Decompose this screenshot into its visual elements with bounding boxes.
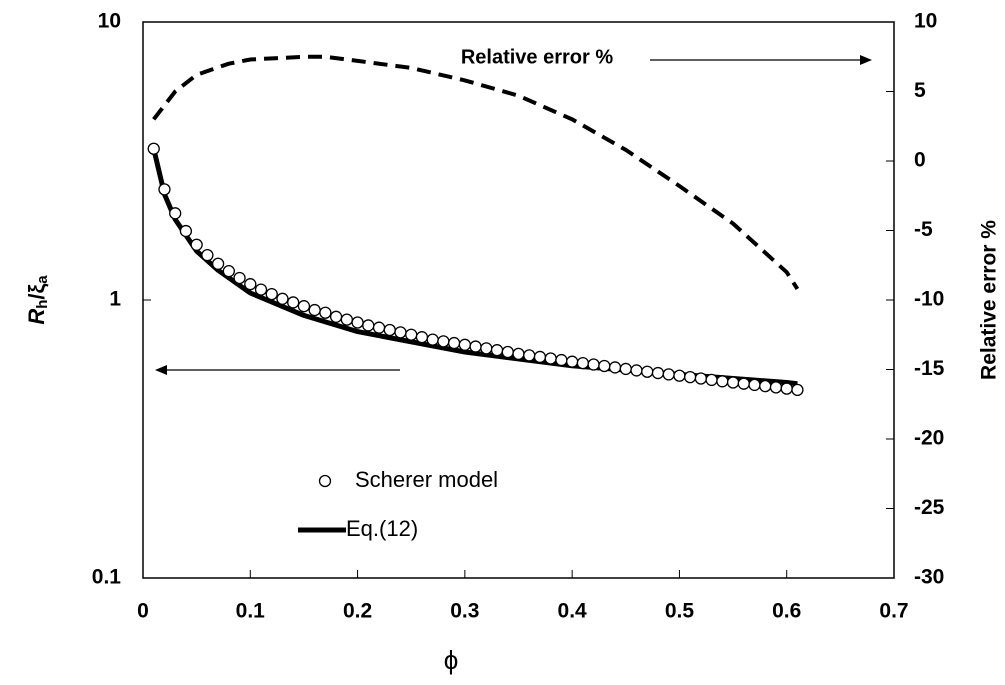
data-point	[544, 352, 557, 365]
data-point	[716, 375, 729, 388]
data-point	[147, 142, 160, 155]
y-tick-label: 1	[109, 288, 121, 311]
x-tick-label: 0.1	[236, 600, 266, 623]
data-point	[565, 355, 579, 368]
data-point	[244, 278, 257, 291]
data-point	[319, 306, 332, 319]
data-point	[694, 372, 708, 385]
data-point	[190, 238, 203, 251]
x-tick-label: 0.5	[665, 600, 695, 623]
x-tick-label: 0.6	[772, 600, 801, 623]
data-point	[169, 207, 182, 220]
data-point	[297, 300, 311, 313]
arrow-head	[155, 365, 167, 375]
data-point	[780, 382, 793, 395]
data-point	[769, 381, 783, 394]
y-label-part: /ξ	[24, 283, 49, 299]
data-point	[211, 257, 225, 270]
y-tick-label: 0.1	[92, 566, 122, 589]
dashed-line	[152, 54, 800, 290]
data-point	[351, 316, 364, 329]
x-tick-label: 0.3	[450, 600, 479, 623]
x-tick-label: 0	[137, 600, 149, 623]
data-point	[587, 358, 600, 371]
y2-tick-label: 5	[914, 79, 926, 102]
legend-marker	[318, 474, 332, 488]
data-point	[222, 264, 235, 278]
y-label-part: h	[34, 300, 51, 309]
y2-tick-label: -30	[914, 566, 944, 589]
data-point	[791, 383, 804, 397]
data-point	[447, 336, 461, 350]
data-point	[179, 224, 193, 238]
arrow-head	[860, 55, 872, 65]
data-point	[490, 344, 504, 357]
data-point	[254, 283, 268, 296]
data-point	[372, 321, 386, 334]
data-point	[684, 370, 697, 384]
data-point	[437, 335, 450, 348]
data-point	[555, 353, 568, 367]
y-label-part: a	[34, 275, 51, 284]
plot-frame	[142, 21, 895, 579]
data-point	[426, 333, 439, 346]
legend-label: Eq.(12)	[346, 516, 418, 541]
data-point	[662, 368, 675, 381]
data-point	[630, 364, 643, 377]
data-point	[340, 313, 353, 326]
annotation: Relative error %	[461, 46, 614, 68]
data-point	[705, 373, 718, 387]
data-point	[405, 328, 418, 341]
data-point	[619, 362, 632, 376]
data-point	[737, 377, 750, 390]
y2-tick-label: -5	[914, 218, 933, 241]
data-point	[287, 296, 300, 309]
data-point	[576, 356, 590, 370]
data-point	[415, 331, 429, 344]
y-tick-label: 10	[98, 10, 121, 33]
data-point	[276, 292, 289, 305]
x-axis-label: ϕ	[444, 645, 459, 675]
data-point	[362, 319, 375, 332]
y2-tick-label: -15	[914, 357, 945, 380]
data-point	[748, 378, 761, 392]
data-point	[394, 326, 407, 339]
data-point	[158, 183, 171, 196]
data-point	[512, 347, 525, 361]
data-point	[480, 342, 493, 355]
data-point	[469, 340, 482, 353]
data-point	[651, 366, 665, 380]
y2-axis-label: Relative error %	[978, 220, 1001, 380]
y-label-part: R	[24, 309, 49, 325]
y2-tick-label: -20	[914, 427, 944, 450]
data-point	[598, 359, 611, 373]
x-tick-label: 0.7	[879, 600, 908, 623]
data-point	[608, 361, 622, 374]
data-point	[233, 271, 246, 285]
y2-tick-label: -10	[914, 288, 944, 311]
x-tick-label: 0.2	[343, 600, 372, 623]
data-point	[265, 287, 278, 301]
data-point	[533, 350, 547, 364]
data-point	[201, 248, 214, 262]
data-point	[329, 310, 343, 323]
data-point	[501, 345, 514, 359]
data-point	[641, 365, 654, 378]
legend-label: Scherer model	[355, 467, 498, 492]
data-point	[759, 379, 772, 393]
data-point	[383, 323, 396, 337]
y-axis-label: Rh/ξa	[24, 275, 51, 325]
data-point	[308, 303, 321, 317]
x-tick-label: 0.4	[558, 600, 588, 623]
data-point	[458, 338, 472, 351]
y2-tick-label: 0	[914, 149, 926, 172]
y2-tick-label: -25	[914, 496, 945, 519]
data-point	[726, 376, 740, 389]
data-point	[523, 349, 536, 362]
y2-tick-label: 10	[914, 10, 937, 33]
data-point	[673, 369, 686, 382]
